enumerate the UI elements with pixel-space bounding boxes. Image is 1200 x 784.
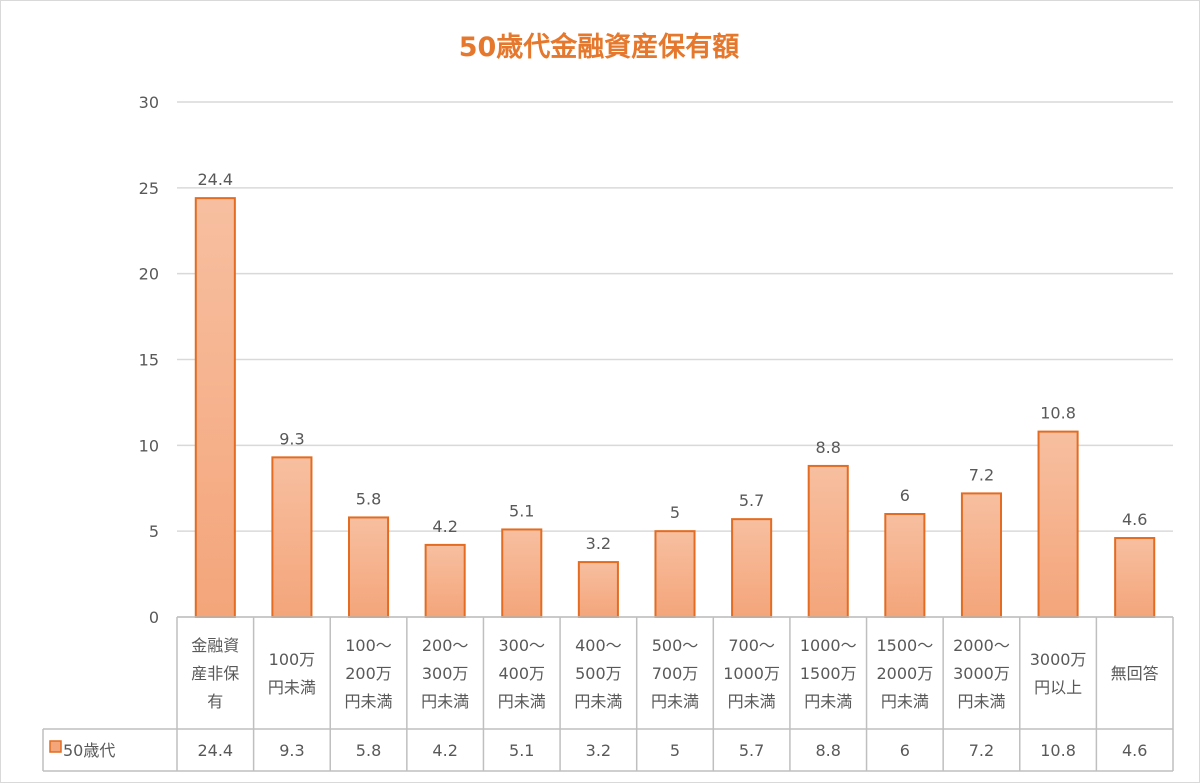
category-label: 円未満	[574, 692, 622, 711]
category-label: 円未満	[881, 692, 929, 711]
table-value: 5.1	[509, 741, 534, 760]
table-value: 5.8	[356, 741, 381, 760]
data-label: 3.2	[586, 534, 611, 553]
table-value: 24.4	[197, 741, 233, 760]
category-label: 円未満	[651, 692, 699, 711]
category-label: 2000～	[953, 636, 1010, 655]
bar	[960, 492, 1002, 618]
bar	[807, 464, 849, 618]
series-name: 50歳代	[63, 741, 115, 760]
category-label: 円未満	[957, 692, 1005, 711]
table-value: 7.2	[969, 741, 994, 760]
category-label: 300万	[422, 664, 469, 683]
y-tick-label: 20	[139, 265, 159, 284]
category-label: 2000万	[876, 664, 933, 683]
table-value: 5	[670, 741, 680, 760]
bars: 24.4 9.3 5.8 4.2 5.1 3.2 5 5.7 8.8 6 7.2 10.8 4.6	[194, 170, 1156, 619]
bar	[884, 513, 926, 618]
category-label: 400万	[498, 664, 545, 683]
category-label: 400～	[575, 636, 622, 655]
category-label: 有	[207, 692, 223, 711]
category-label: 3000万	[1030, 650, 1087, 669]
y-tick-label: 10	[139, 436, 159, 455]
y-tick-label: 30	[139, 93, 159, 112]
bar	[1114, 537, 1156, 618]
category-label: 無回答	[1111, 664, 1159, 683]
table-value: 4.6	[1122, 741, 1147, 760]
y-tick-label: 5	[149, 522, 159, 541]
category-label: 産非保	[191, 664, 239, 683]
data-label: 7.2	[969, 465, 994, 484]
bar	[194, 197, 236, 618]
data-label: 6	[900, 486, 910, 505]
table-value: 3.2	[586, 741, 611, 760]
data-label: 10.8	[1040, 404, 1076, 423]
category-label: 円未満	[728, 692, 776, 711]
gridlines	[177, 101, 1173, 618]
category-label: 200～	[422, 636, 469, 655]
category-label: 300～	[498, 636, 545, 655]
bar	[424, 543, 466, 619]
bar	[348, 516, 390, 619]
table-value: 6	[900, 741, 910, 760]
data-label: 5.8	[356, 489, 381, 508]
category-label: 円未満	[345, 692, 393, 711]
y-tick-label: 0	[149, 608, 159, 627]
data-label: 5.7	[739, 491, 764, 510]
category-label: 円未満	[498, 692, 546, 711]
table-value: 9.3	[279, 741, 304, 760]
table-value: 5.7	[739, 741, 764, 760]
y-tick-label: 15	[139, 351, 159, 370]
category-label: 1000～	[800, 636, 857, 655]
legend-key	[49, 740, 62, 753]
category-label: 円未満	[268, 678, 316, 697]
category-label: 1000万	[723, 664, 780, 683]
table-value: 10.8	[1040, 741, 1076, 760]
data-label: 5	[670, 503, 680, 522]
data-label: 5.1	[509, 501, 534, 520]
category-label: 1500万	[800, 664, 857, 683]
data-label: 8.8	[816, 438, 841, 457]
category-label: 3000万	[953, 664, 1010, 683]
category-label: 700～	[728, 636, 775, 655]
bar	[1037, 430, 1079, 618]
category-label: 円未満	[421, 692, 469, 711]
category-label: 100万	[269, 650, 316, 669]
y-tick-label: 25	[139, 179, 159, 198]
y-axis: 0 5 10 15 20 25 30	[139, 93, 159, 627]
data-label: 24.4	[197, 170, 233, 189]
data-label: 4.2	[432, 517, 457, 536]
chart-title: 50歳代金融資産保有額	[459, 31, 740, 63]
table-value: 8.8	[816, 741, 841, 760]
category-label: 100～	[345, 636, 392, 655]
bar	[654, 530, 696, 619]
category-label: 円以上	[1034, 678, 1082, 697]
bar	[577, 561, 619, 618]
category-label: 700万	[652, 664, 699, 683]
category-label: 500万	[575, 664, 622, 683]
bar	[731, 518, 773, 619]
category-label: 円未満	[804, 692, 852, 711]
bar	[271, 456, 313, 618]
data-label: 4.6	[1122, 510, 1147, 529]
category-label: 200万	[345, 664, 392, 683]
category-label: 金融資	[191, 636, 239, 655]
category-label: 1500～	[876, 636, 933, 655]
data-label: 9.3	[279, 429, 304, 448]
table-value: 4.2	[432, 741, 457, 760]
bar	[501, 528, 543, 619]
category-label: 500～	[652, 636, 699, 655]
